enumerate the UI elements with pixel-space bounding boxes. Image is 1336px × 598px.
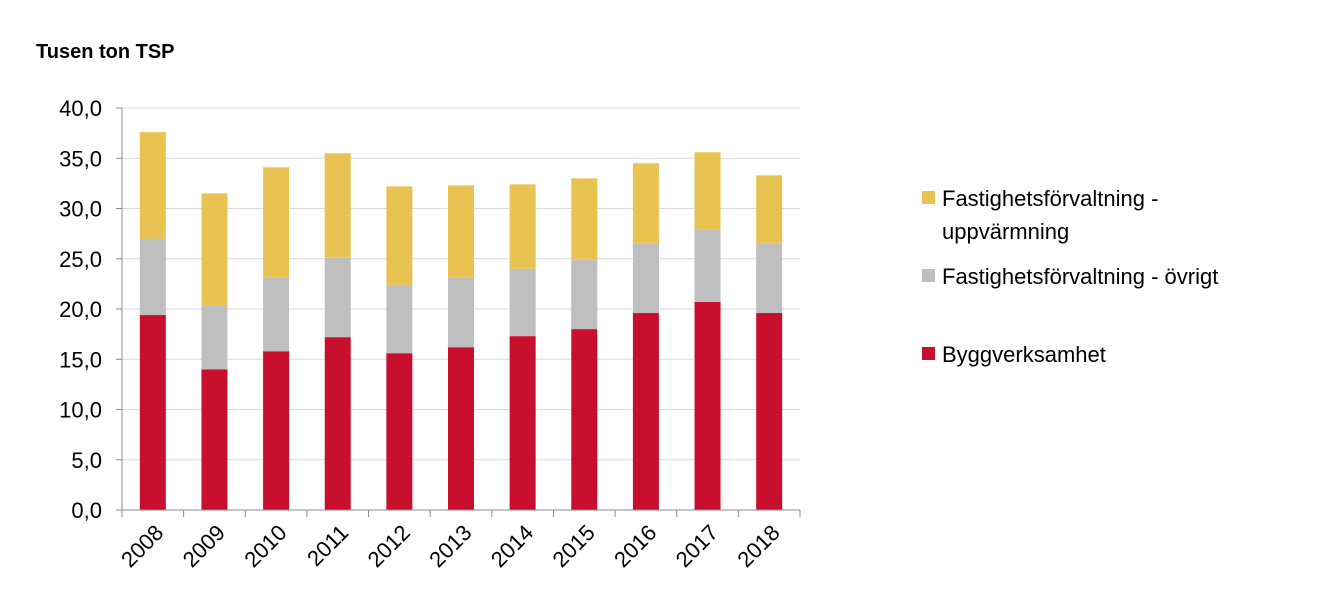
y-tick-label: 15,0 xyxy=(59,347,102,372)
y-tick-label: 0,0 xyxy=(71,498,102,523)
axes xyxy=(116,107,801,517)
x-tick-label: 2015 xyxy=(548,520,600,572)
x-tick-label: 2010 xyxy=(239,520,291,572)
x-tick-label: 2017 xyxy=(671,520,723,572)
bar-segment xyxy=(448,277,474,348)
bar-segment xyxy=(386,186,413,285)
legend-swatch xyxy=(922,191,935,204)
bar-segment xyxy=(139,315,166,510)
bar-segment xyxy=(139,132,166,239)
bar-segment xyxy=(756,313,783,510)
bar-segment xyxy=(632,313,659,510)
x-tick-label: 2011 xyxy=(302,520,353,571)
legend: Fastighetsförvaltning -uppvärmningFastig… xyxy=(922,186,1218,367)
legend-item: Byggverksamhet xyxy=(922,342,1106,367)
bar-segment xyxy=(571,259,598,330)
y-tick-labels: 0,0 5,0 10,0 15,0 20,0 25,0 30,0 35,0 40,0 xyxy=(59,96,102,523)
bar-segment xyxy=(201,305,228,370)
legend-item: Fastighetsförvaltning - övrigt xyxy=(922,264,1218,289)
x-tick-labels: 2008 2009 2010 2011 2012 2013 2014 2015 2016 2017… xyxy=(116,520,785,572)
bar-segment xyxy=(694,152,721,230)
legend-label: Byggverksamhet xyxy=(942,342,1106,367)
bar-segment xyxy=(448,185,474,278)
bar-segment xyxy=(509,336,536,510)
x-tick-label: 2013 xyxy=(424,520,476,572)
bar-segment xyxy=(632,163,659,244)
legend-label: Fastighetsförvaltning - övrigt xyxy=(942,264,1218,289)
bar-segment xyxy=(139,238,166,316)
bar-segment xyxy=(386,353,413,510)
y-tick-label: 25,0 xyxy=(59,247,102,272)
bar-segment xyxy=(571,178,598,260)
legend-label: Fastighetsförvaltning - xyxy=(942,186,1158,211)
bar-segment xyxy=(756,243,783,314)
bar-segment xyxy=(324,337,351,510)
bar-segment xyxy=(386,284,413,354)
bar-segment xyxy=(632,243,659,314)
bars xyxy=(139,132,783,510)
x-tick-label: 2018 xyxy=(732,520,784,572)
bar-segment xyxy=(324,257,351,338)
y-tick-label: 10,0 xyxy=(59,398,102,423)
bar-segment xyxy=(448,347,474,510)
bar-segment xyxy=(263,277,290,352)
bar-segment xyxy=(509,268,536,337)
y-unit-label: Tusen ton TSP xyxy=(36,41,175,63)
x-tick-label: 2014 xyxy=(486,520,538,572)
bar-segment xyxy=(201,193,228,306)
y-tick-label: 35,0 xyxy=(59,146,102,171)
bar-segment xyxy=(694,301,721,510)
bar-segment xyxy=(201,369,228,510)
x-tick-label: 2009 xyxy=(178,520,230,572)
bar-segment xyxy=(263,167,290,278)
y-tick-label: 5,0 xyxy=(71,448,102,473)
x-tick-label: 2016 xyxy=(609,520,661,572)
y-tick-label: 20,0 xyxy=(59,297,102,322)
bar-segment xyxy=(509,184,536,269)
bar-segment xyxy=(756,175,783,244)
y-tick-label: 40,0 xyxy=(59,96,102,121)
y-tick-label: 30,0 xyxy=(59,197,102,222)
legend-swatch xyxy=(922,269,935,282)
bar-segment xyxy=(694,229,721,302)
x-tick-label: 2008 xyxy=(116,520,168,572)
x-tick-label: 2012 xyxy=(363,520,415,572)
bar-segment xyxy=(263,351,290,510)
bar-segment xyxy=(324,153,351,258)
bar-segment xyxy=(571,329,598,510)
legend-label: uppvärmning xyxy=(942,219,1069,244)
legend-swatch xyxy=(922,347,935,360)
legend-item: Fastighetsförvaltning - uppvärmning xyxy=(922,186,1158,244)
